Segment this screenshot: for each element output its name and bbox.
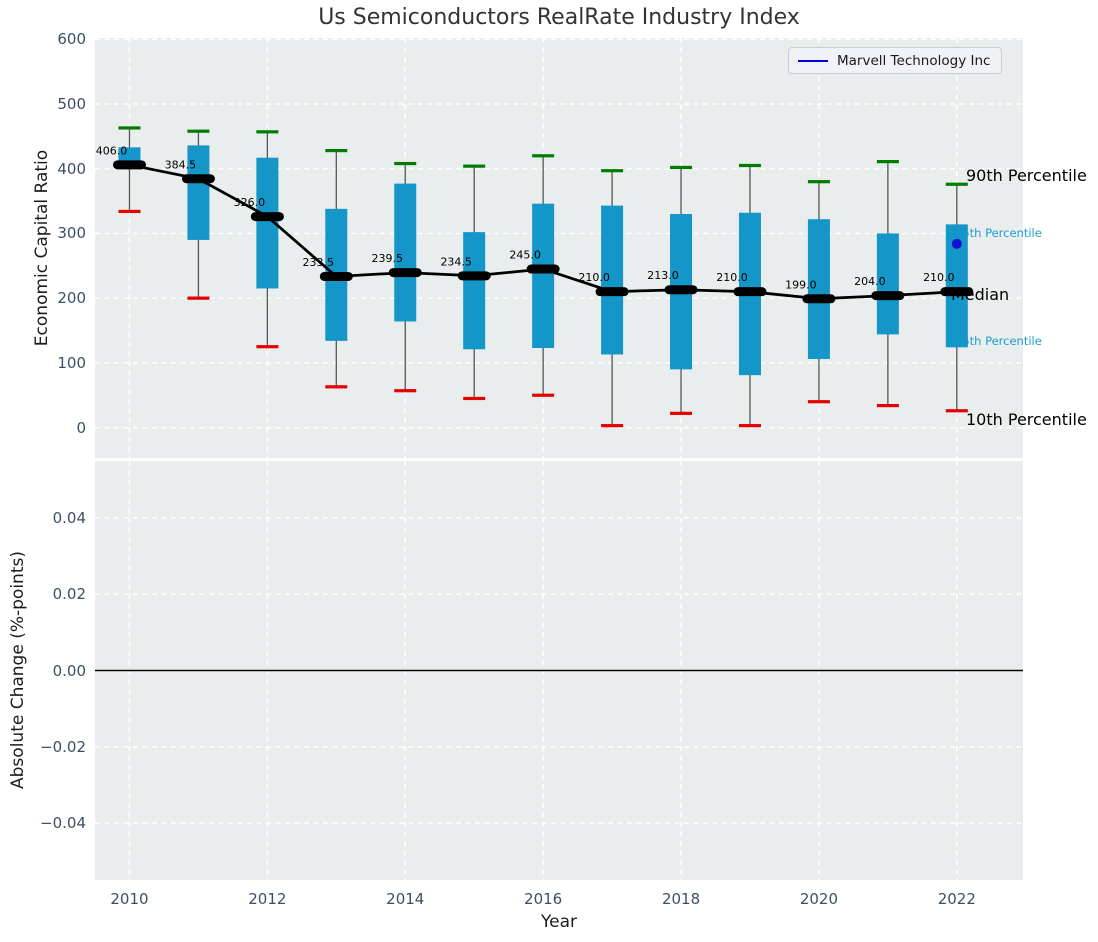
bottom-panel [95,461,1023,880]
y-tick-label: 200 [57,289,86,308]
median-value-label: 233.5 [303,256,335,269]
percentile-box [532,203,555,348]
x-tick-label: 2016 [524,890,563,908]
y-tick-label: −0.04 [40,814,86,833]
x-tick-label: 2010 [110,890,149,908]
bottom-panel-plot [95,461,1023,880]
x-tick-label: 2020 [799,890,839,908]
percentile-box [876,233,899,335]
percentile-box [463,232,486,350]
annotation-90th-percentile: 90th Percentile [966,166,1087,185]
legend-line-marvell [798,59,828,62]
percentile-box [256,157,279,289]
p10-cap [256,345,279,349]
p10-cap [325,385,348,389]
median-value-label: 384.5 [165,158,197,171]
p10-cap [601,424,624,428]
p90-cap [807,180,830,184]
y-tick-label: 500 [57,95,86,113]
p90-cap [394,161,417,166]
y-tick-label: 600 [57,30,86,49]
p10-cap [187,296,210,300]
top-panel: 75th Percentile 25th Percentile 90th Perce… [95,38,1087,458]
p90-cap [876,160,899,164]
p10-cap [807,400,830,404]
top-panel-plot: 75th Percentile 25th Percentile 90th Perce… [95,38,1087,458]
annotation-25th-percentile: 25th Percentile [955,334,1042,348]
median-value-label: 239.5 [372,252,404,265]
y-tick-label: 300 [57,224,86,243]
median-value-label: 406.0 [96,144,128,157]
median-value-label: 210.0 [923,271,955,284]
percentile-box [945,224,968,348]
y-tick-label: −0.02 [40,737,86,756]
p10-cap [738,424,761,428]
median-value-label: 210.0 [716,271,748,284]
median-value-label: 210.0 [578,271,610,284]
annotation-median: Median [951,285,1009,304]
legend-label: Marvell Technology Inc [837,52,991,69]
y-tick-label: 0.04 [52,508,86,527]
y-tick-label: 400 [57,159,86,178]
p10-cap [394,389,417,393]
p10-cap [118,209,141,214]
chart-title: Us Semiconductors RealRate Industry Inde… [318,5,800,30]
annotation-75th-percentile: 75th Percentile [955,226,1042,240]
x-tick-label: 2018 [661,890,701,908]
p90-cap [463,164,486,168]
p10-cap [876,403,899,408]
p90-cap [738,163,761,168]
percentile-box [187,145,210,240]
p10-cap [463,396,486,401]
x-axis-label: Year [541,912,577,932]
p10-cap [532,393,555,397]
median-value-label: 245.0 [509,249,541,262]
percentile-box [601,205,624,355]
x-tick-label: 2012 [248,890,287,908]
p90-cap [601,169,624,173]
y-tick-label: 0 [76,418,86,437]
percentile-box [807,219,830,359]
median-value-label: 204.0 [854,275,886,288]
p10-cap [945,409,968,413]
p90-cap [670,165,693,170]
y-tick-label: 0.02 [52,585,86,604]
p90-cap [256,130,279,134]
p90-cap [325,149,348,153]
legend: Marvell Technology Inc [788,47,1003,74]
median-value-label: 326.0 [234,196,266,209]
y-tick-label: 0.00 [52,661,86,680]
p90-cap [945,182,968,186]
p90-cap [118,126,141,130]
p10-cap [670,411,693,415]
percentile-box [394,183,417,322]
median-value-label: 199.0 [785,278,817,291]
median-value-label: 234.5 [440,255,472,268]
x-tick-label: 2014 [386,890,425,908]
annotation-10th-percentile: 10th Percentile [966,410,1087,429]
x-tick-label: 2022 [937,890,976,908]
p90-cap [187,129,210,133]
marvell-data-point [951,238,962,249]
median-value-label: 213.0 [647,269,679,282]
p90-cap [532,154,555,158]
y-tick-label: 100 [57,353,86,372]
